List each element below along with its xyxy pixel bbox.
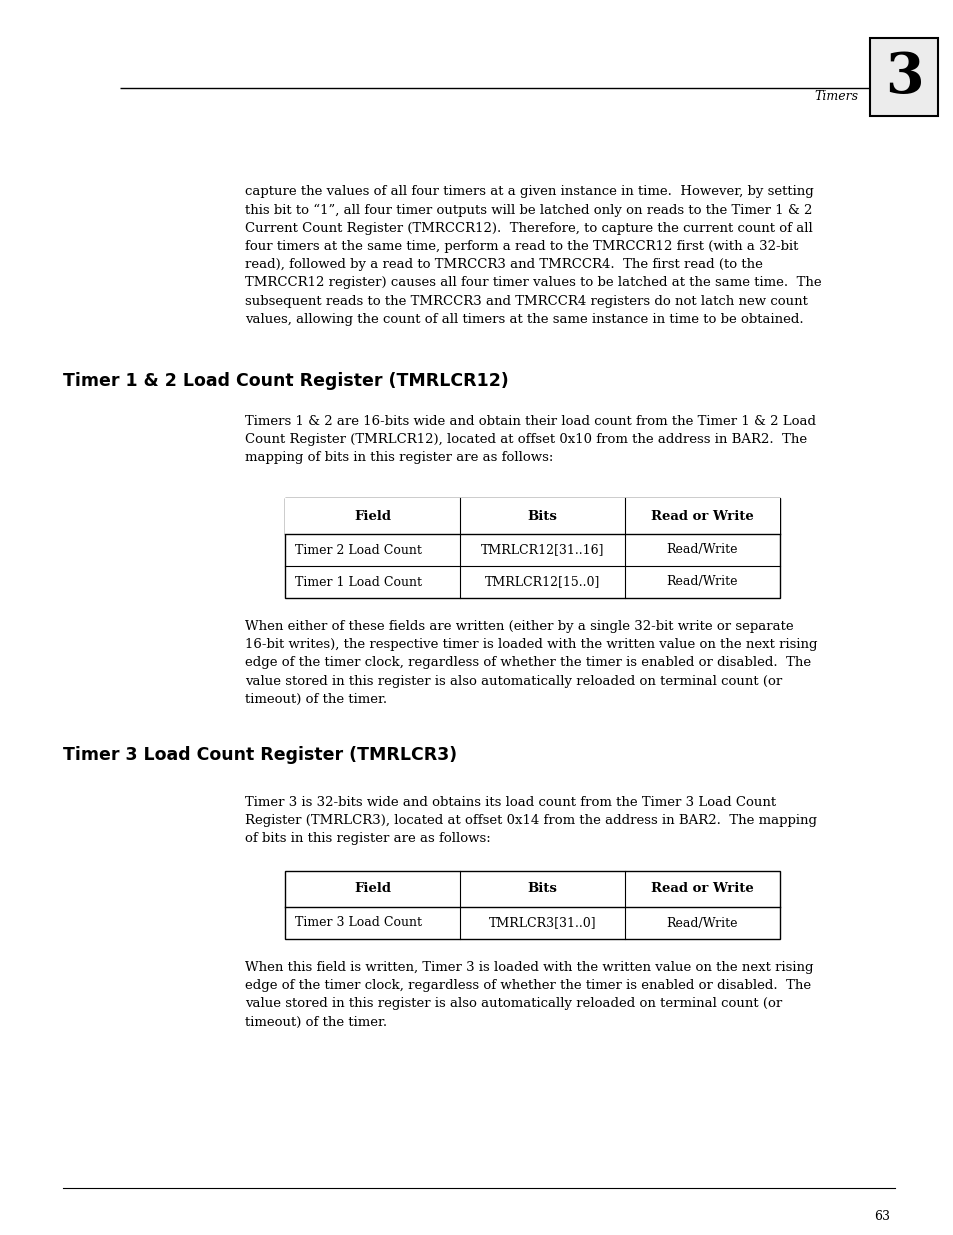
Bar <box>869 38 937 116</box>
Text: capture the values of all four timers at a given instance in time.  However, by : capture the values of all four timers at… <box>245 185 821 326</box>
Bar <box>285 871 780 939</box>
Text: 3: 3 <box>883 49 923 105</box>
Text: 63: 63 <box>873 1210 889 1223</box>
Text: Timer 2 Load Count: Timer 2 Load Count <box>294 543 421 557</box>
Text: TMRLCR12[15..0]: TMRLCR12[15..0] <box>484 576 599 589</box>
Text: Timer 3 Load Count Register (TMRLCR3): Timer 3 Load Count Register (TMRLCR3) <box>63 746 456 764</box>
Text: TMRLCR3[31..0]: TMRLCR3[31..0] <box>488 916 596 930</box>
Text: Read/Write: Read/Write <box>666 543 738 557</box>
Text: Field: Field <box>354 883 391 895</box>
Text: Timers: Timers <box>813 89 857 103</box>
Text: Bits: Bits <box>527 883 557 895</box>
Text: TMRLCR12[31..16]: TMRLCR12[31..16] <box>480 543 603 557</box>
Text: Bits: Bits <box>527 510 557 522</box>
Text: Read/Write: Read/Write <box>666 916 738 930</box>
Text: When either of these fields are written (either by a single 32-bit write or sepa: When either of these fields are written … <box>245 620 817 705</box>
Text: Timer 3 is 32-bits wide and obtains its load count from the Timer 3 Load Count
R: Timer 3 is 32-bits wide and obtains its … <box>245 797 816 846</box>
Text: Timers 1 & 2 are 16-bits wide and obtain their load count from the Timer 1 & 2 L: Timers 1 & 2 are 16-bits wide and obtain… <box>245 415 815 464</box>
Text: When this field is written, Timer 3 is loaded with the written value on the next: When this field is written, Timer 3 is l… <box>245 961 813 1029</box>
Text: Timer 1 & 2 Load Count Register (TMRLCR12): Timer 1 & 2 Load Count Register (TMRLCR1… <box>63 372 508 390</box>
Text: Read/Write: Read/Write <box>666 576 738 589</box>
Text: Read or Write: Read or Write <box>651 510 753 522</box>
Text: Field: Field <box>354 510 391 522</box>
Bar <box>285 498 780 598</box>
Text: Timer 3 Load Count: Timer 3 Load Count <box>294 916 421 930</box>
Text: Read or Write: Read or Write <box>651 883 753 895</box>
Text: Timer 1 Load Count: Timer 1 Load Count <box>294 576 421 589</box>
Bar <box>285 498 780 534</box>
